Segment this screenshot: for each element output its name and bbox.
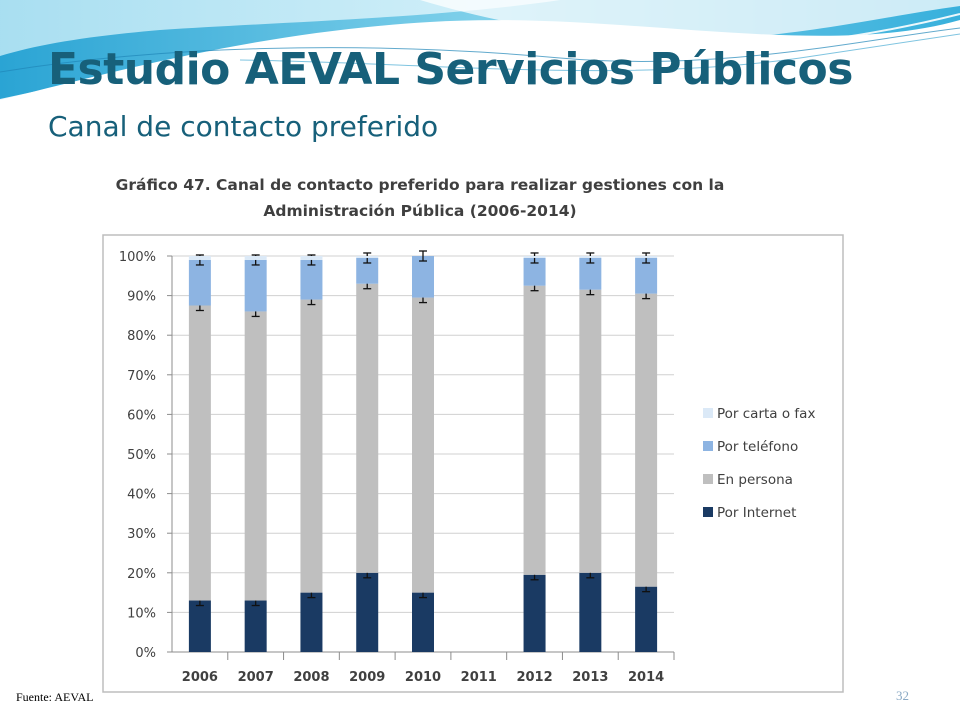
- bar-internet: [300, 592, 323, 652]
- source-note: Fuente: AEVAL: [16, 690, 94, 704]
- y-tick-label: 40%: [127, 488, 156, 503]
- bar-persona: [579, 289, 602, 573]
- y-tick-label: 50%: [127, 448, 156, 463]
- bar-persona: [523, 285, 546, 575]
- bar-telefono: [244, 259, 267, 312]
- y-tick-label: 30%: [127, 527, 156, 542]
- x-tick-label: 2007: [238, 670, 274, 685]
- chart-title-line-1: Gráfico 47. Canal de contacto preferido …: [115, 176, 725, 194]
- x-tick-label: 2010: [405, 670, 441, 685]
- bar-internet: [579, 572, 602, 652]
- bar-telefono: [579, 257, 602, 290]
- slide-title: Estudio AEVAL Servicios Públicos: [48, 44, 853, 95]
- bar-persona: [300, 299, 323, 593]
- bar-carta: [300, 256, 323, 260]
- chart-title-line-2: Administración Pública (2006-2014): [263, 202, 577, 220]
- legend-label-telefono: Por teléfono: [717, 439, 798, 455]
- bar-carta: [356, 256, 379, 258]
- chart-title: Gráfico 47. Canal de contacto preferido …: [100, 172, 740, 224]
- bar-carta: [635, 256, 658, 258]
- bar-internet: [188, 600, 211, 652]
- y-tick-label: 90%: [127, 290, 156, 305]
- bar-carta: [244, 256, 267, 260]
- legend-swatch-telefono: [703, 441, 713, 451]
- bar-persona: [356, 283, 379, 573]
- bar-telefono: [300, 259, 323, 300]
- bar-internet: [635, 586, 658, 652]
- header-wave-decoration: [0, 0, 960, 101]
- y-tick-label: 20%: [127, 567, 156, 582]
- bar-carta: [188, 256, 211, 260]
- x-tick-label: 2008: [293, 670, 329, 685]
- bar-telefono: [412, 256, 434, 298]
- x-tick-label: 2014: [628, 670, 664, 685]
- x-tick-label: 2006: [182, 670, 218, 685]
- chart-frame: [102, 234, 844, 693]
- legend-label-internet: Por Internet: [717, 505, 796, 521]
- y-tick-label: 70%: [127, 369, 156, 384]
- y-tick-label: 60%: [127, 408, 156, 423]
- bar-telefono: [356, 257, 379, 284]
- x-tick-label: 2012: [516, 670, 552, 685]
- bar-internet: [244, 600, 267, 652]
- legend-label-persona: En persona: [717, 472, 793, 488]
- legend-label-carta: Por carta o fax: [717, 406, 815, 422]
- slide-subtitle: Canal de contacto preferido: [48, 110, 439, 143]
- x-tick-label: 2013: [572, 670, 608, 685]
- page-number: 32: [896, 688, 909, 703]
- bar-internet: [412, 592, 434, 652]
- bar-carta: [579, 256, 602, 258]
- bar-carta: [523, 256, 546, 258]
- y-tick-label: 100%: [119, 250, 156, 265]
- legend-swatch-persona: [703, 474, 713, 484]
- legend-swatch-carta: [703, 408, 713, 418]
- y-tick-label: 80%: [127, 329, 156, 344]
- bar-internet: [356, 572, 379, 652]
- bar-telefono: [188, 259, 211, 306]
- bar-persona: [635, 293, 658, 587]
- bar-persona: [244, 311, 267, 601]
- x-tick-label: 2009: [349, 670, 385, 685]
- bar-telefono: [635, 257, 658, 294]
- bar-internet: [523, 574, 546, 652]
- bar-telefono: [523, 257, 546, 286]
- y-tick-label: 10%: [127, 606, 156, 621]
- y-tick-label: 0%: [135, 646, 156, 661]
- bar-persona: [412, 297, 434, 593]
- legend-swatch-internet: [703, 507, 713, 517]
- bar-persona: [188, 305, 211, 601]
- x-tick-label: 2011: [461, 670, 497, 685]
